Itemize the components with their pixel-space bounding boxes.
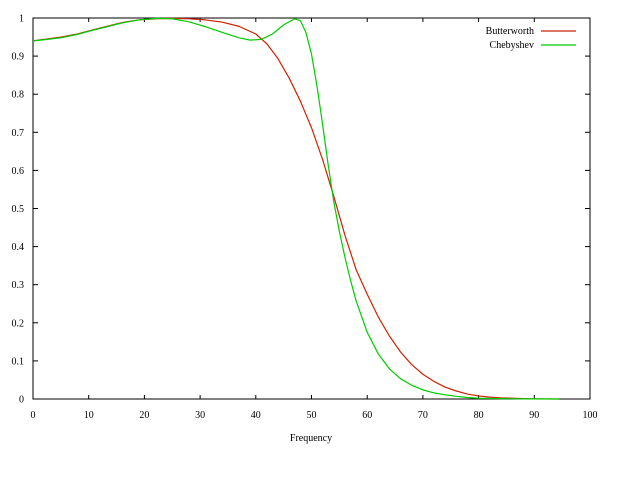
y-tick-label: 0.7 <box>12 128 25 139</box>
series-layer <box>32 17 560 400</box>
plot-frame <box>32 17 591 400</box>
y-tick-label: 0.8 <box>12 90 25 101</box>
x-axis-ticks: 0 10 20 30 40 50 60 70 80 90 100 <box>31 18 598 421</box>
y-tick-label: 0.6 <box>12 166 25 177</box>
legend-label: Butterworth <box>486 26 534 37</box>
x-tick-label: 90 <box>529 410 539 421</box>
series-line-chebyshev <box>32 17 560 400</box>
x-tick-label: 100 <box>583 410 598 421</box>
y-tick-label: 0.5 <box>12 204 25 215</box>
legend: Butterworth Chebyshev <box>486 26 576 51</box>
y-tick-label: 0 <box>19 395 24 406</box>
y-tick-label: 0.4 <box>12 242 25 253</box>
y-tick-label: 0.1 <box>12 356 25 367</box>
x-tick-label: 80 <box>474 410 484 421</box>
y-tick-label: 0.9 <box>12 52 25 63</box>
x-tick-label: 20 <box>139 410 149 421</box>
x-tick-label: 0 <box>31 410 36 421</box>
x-tick-label: 10 <box>84 410 94 421</box>
series-line-butterworth <box>32 17 560 400</box>
y-axis-ticks: 0 0.1 0.2 0.3 0.4 0.5 0.6 0.7 0.8 0.9 1 <box>12 14 590 406</box>
y-tick-label: 1 <box>19 14 24 25</box>
x-tick-label: 60 <box>362 410 372 421</box>
x-tick-label: 30 <box>195 410 205 421</box>
legend-label: Chebyshev <box>490 40 534 51</box>
y-tick-label: 0.2 <box>12 318 25 329</box>
x-tick-label: 40 <box>251 410 261 421</box>
x-tick-label: 50 <box>307 410 317 421</box>
y-tick-label: 0.3 <box>12 280 25 291</box>
x-axis-title: Frequency <box>290 433 332 444</box>
x-tick-label: 70 <box>418 410 428 421</box>
